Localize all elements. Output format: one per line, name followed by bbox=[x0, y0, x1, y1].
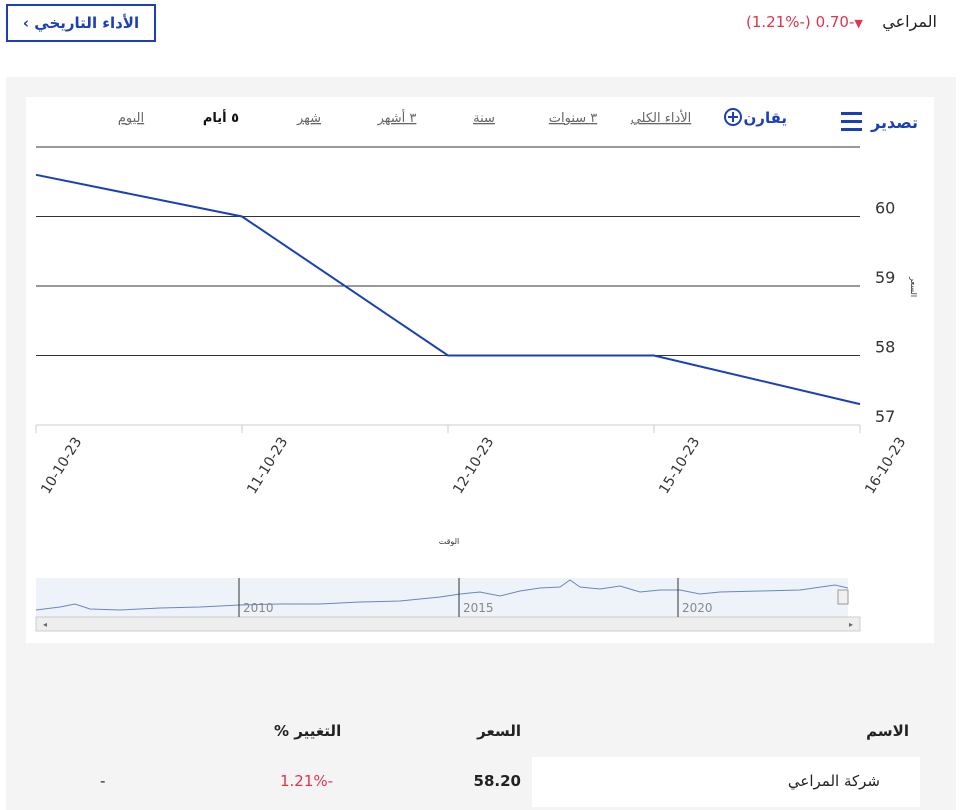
table-header: الاسم bbox=[866, 722, 909, 740]
export-button[interactable]: تصدير bbox=[870, 113, 918, 132]
table-cell: شركة المراعي bbox=[787, 772, 880, 790]
navigator-label: 2015 bbox=[463, 601, 494, 615]
change-pct: (1.21%-) bbox=[746, 13, 811, 31]
x-tick-label: 15-10-23 bbox=[656, 435, 703, 497]
y-tick-label: 59 bbox=[875, 268, 895, 287]
history-button[interactable]: الأداء التاريخي › bbox=[6, 4, 156, 42]
navigator-handle[interactable] bbox=[837, 589, 849, 605]
range-option[interactable]: ٣ أشهر bbox=[377, 109, 417, 126]
range-option[interactable]: شهر bbox=[296, 111, 321, 126]
button-label: الأداء التاريخي bbox=[34, 14, 140, 32]
chart-panel bbox=[26, 97, 934, 643]
navigator-bg bbox=[36, 578, 848, 617]
range-option[interactable]: اليوم bbox=[118, 111, 144, 126]
y-tick-label: 57 bbox=[875, 407, 895, 426]
price-line bbox=[35, 173, 861, 406]
price-change: (1.21%-) 0.70-▼ bbox=[746, 13, 863, 31]
change: 0.70- bbox=[815, 13, 855, 31]
table-cell: - bbox=[100, 772, 106, 790]
x-axis-label: الوقت bbox=[439, 537, 459, 546]
table-header: % التغيير bbox=[274, 722, 342, 740]
name-cell bbox=[532, 757, 920, 807]
y-tick-label: 58 bbox=[875, 338, 895, 357]
range-option[interactable]: الأداء الكلي bbox=[631, 109, 692, 126]
navigator-line bbox=[35, 579, 849, 611]
x-tick-label: 11-10-23 bbox=[244, 435, 291, 497]
menu-icon[interactable] bbox=[841, 112, 862, 131]
compare-icon[interactable] bbox=[724, 108, 742, 126]
scroll-left[interactable]: ◂ bbox=[43, 620, 47, 629]
table-header: السعر bbox=[477, 722, 521, 740]
company-name: المراعي bbox=[882, 12, 937, 31]
range-option[interactable]: سنة bbox=[473, 111, 495, 126]
y-tick-label: 60 bbox=[875, 199, 895, 218]
x-tick-label: 10-10-23 bbox=[38, 435, 85, 497]
y-axis-label: السعر bbox=[909, 276, 918, 297]
x-tick-label: 12-10-23 bbox=[450, 435, 497, 497]
compare-plus bbox=[728, 112, 738, 122]
navigator-label: 2020 bbox=[682, 601, 713, 615]
range-option[interactable]: ٣ سنوات bbox=[549, 111, 598, 126]
compare-button[interactable]: يقارن bbox=[744, 109, 788, 127]
range-option[interactable]: ٥ أيام bbox=[203, 109, 239, 126]
scrollbar[interactable] bbox=[35, 616, 861, 632]
table-cell: 58.20 bbox=[473, 772, 521, 790]
scroll-right[interactable]: ▸ bbox=[849, 620, 853, 629]
navigator-label: 2010 bbox=[243, 601, 274, 615]
range-selector: الأداء الكلي ٣ سنوات سنة ٣ أشهر شهر ٥ أيام الي… bbox=[118, 109, 691, 126]
x-tick-label: 16-10-23 bbox=[862, 435, 909, 497]
table-cell: 1.21%- bbox=[280, 772, 334, 790]
down-arrow: ▼ bbox=[854, 17, 863, 30]
